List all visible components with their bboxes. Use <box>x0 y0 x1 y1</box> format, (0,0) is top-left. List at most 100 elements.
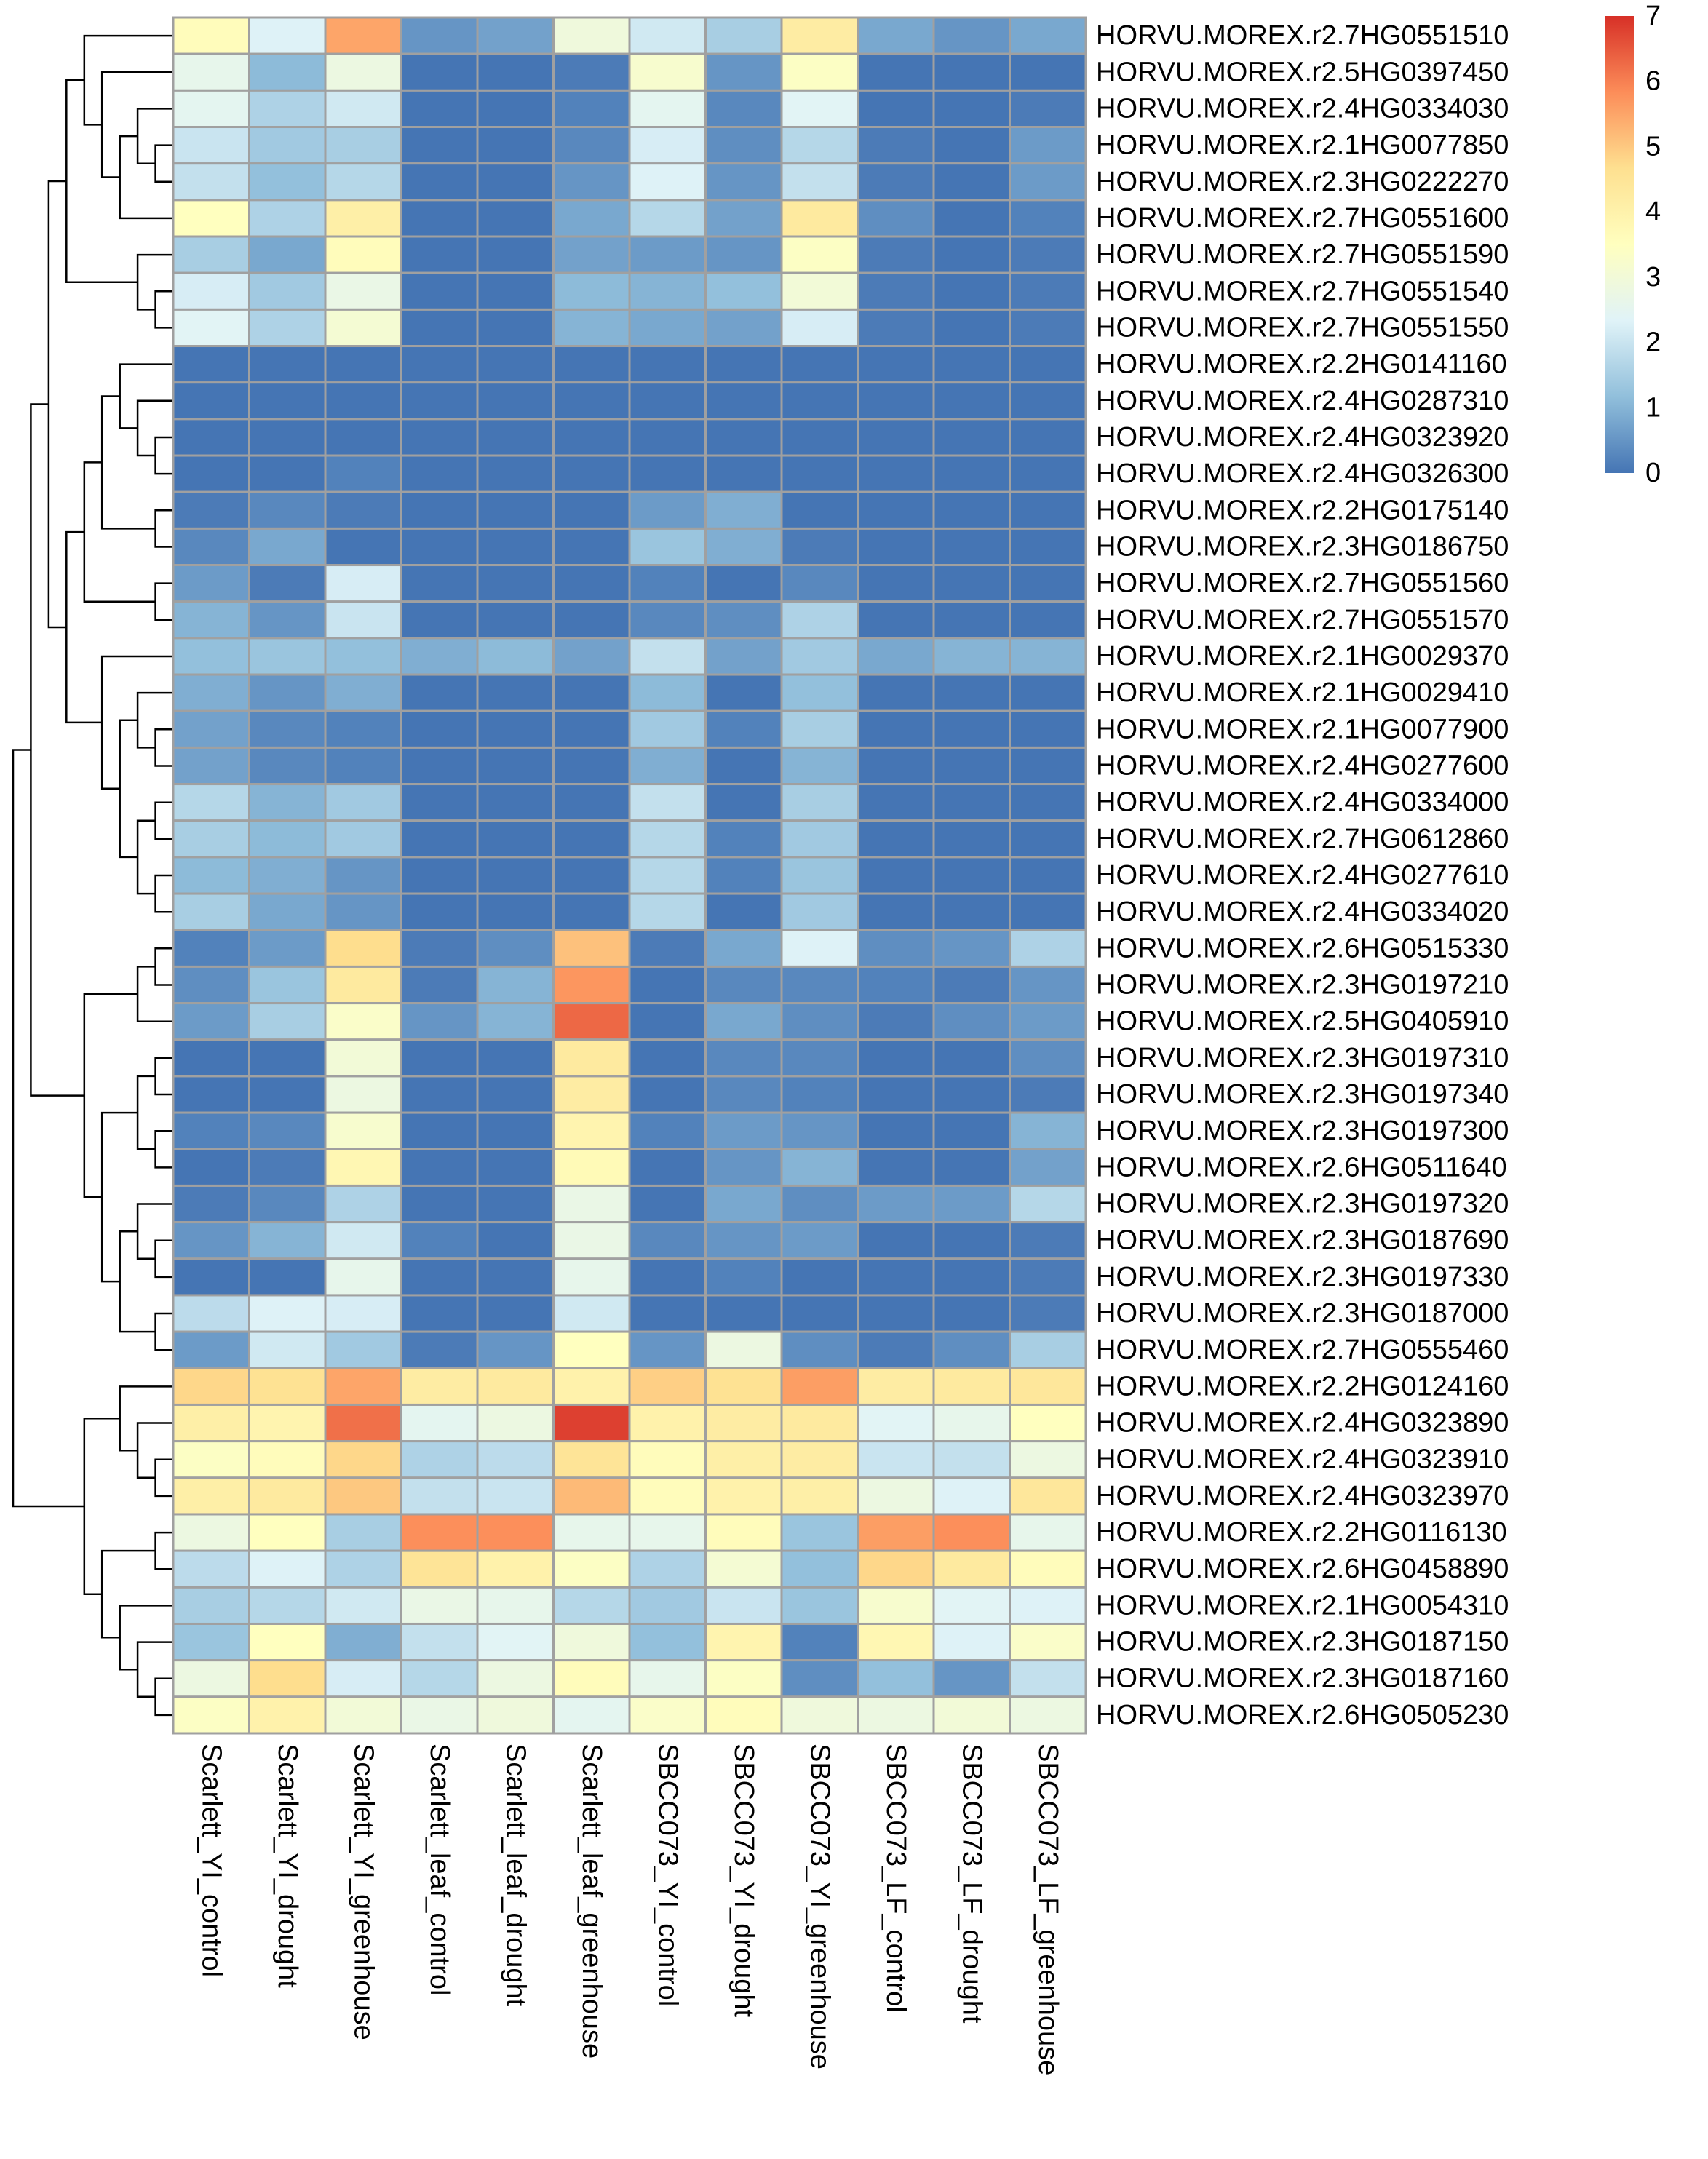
heatmap-cell <box>552 746 631 786</box>
dendrogram-branch <box>154 1239 173 1279</box>
heatmap-cell <box>780 16 859 55</box>
heatmap-cell <box>552 52 631 92</box>
heatmap-cell <box>932 16 1011 55</box>
column-label: SBCC073_LF_drought <box>956 1743 987 2024</box>
heatmap-cell <box>476 1111 555 1150</box>
heatmap-cell <box>780 1257 859 1297</box>
heatmap-cell <box>857 1002 935 1041</box>
heatmap-cell <box>476 1330 555 1369</box>
heatmap-cell <box>1009 1075 1087 1114</box>
dendrogram-branch <box>83 461 156 603</box>
heatmap-cell <box>324 527 402 567</box>
heatmap-cell <box>932 1330 1011 1369</box>
heatmap-cell <box>628 308 707 348</box>
heatmap-cell <box>780 490 859 530</box>
heatmap-cell <box>172 199 250 238</box>
heatmap-cell <box>1009 600 1087 640</box>
heatmap-cell <box>704 892 783 931</box>
heatmap-cell <box>476 1403 555 1443</box>
heatmap-cell <box>857 89 935 129</box>
heatmap-cell <box>248 199 327 238</box>
heatmap-cell <box>552 1038 631 1078</box>
row-label: HORVU.MOREX.r2.3HG0187000 <box>1096 1298 1509 1329</box>
heatmap-cell <box>780 1002 859 1041</box>
row-label: HORVU.MOREX.r2.2HG0116130 <box>1096 1517 1507 1548</box>
heatmap-cell <box>476 16 555 55</box>
heatmap-cell <box>172 564 250 603</box>
heatmap-cell <box>400 1513 479 1552</box>
heatmap-cell <box>628 1075 707 1114</box>
row-label: HORVU.MOREX.r2.7HG0551560 <box>1096 568 1509 599</box>
heatmap-cell <box>780 1622 859 1662</box>
heatmap-cell <box>1009 929 1087 968</box>
heatmap-cell <box>248 235 327 274</box>
heatmap-cell <box>1009 1549 1087 1589</box>
heatmap-cell <box>172 1622 250 1662</box>
heatmap-cell <box>628 1221 707 1260</box>
heatmap-cell <box>248 1184 327 1224</box>
dendrogram-branch <box>154 144 173 183</box>
dendrogram-branch <box>154 1129 173 1169</box>
column-label: SBCC073_YI_control <box>652 1743 683 2006</box>
heatmap-cell <box>400 856 479 895</box>
heatmap-cell <box>704 1440 783 1479</box>
heatmap-cell <box>1009 418 1087 457</box>
heatmap-cell <box>172 1111 250 1150</box>
heatmap-cell <box>552 929 631 968</box>
heatmap-cell <box>1009 345 1087 384</box>
heatmap-cell <box>172 929 250 968</box>
heatmap-cell <box>476 1476 555 1516</box>
heatmap-cell <box>248 418 327 457</box>
heatmap-cell <box>400 1111 479 1150</box>
heatmap-cell <box>552 600 631 640</box>
heatmap-cell <box>172 454 250 493</box>
heatmap-cell <box>704 1695 783 1735</box>
heatmap-cell <box>172 600 250 640</box>
heatmap-cell <box>400 819 479 859</box>
heatmap-cell <box>857 600 935 640</box>
heatmap-cell <box>552 1002 631 1041</box>
heatmap-cell <box>172 1148 250 1187</box>
heatmap-cell <box>552 1148 631 1187</box>
heatmap-cell <box>857 490 935 530</box>
heatmap-cell <box>400 89 479 129</box>
heatmap-cell <box>857 709 935 749</box>
heatmap-cell <box>932 454 1011 493</box>
heatmap-cell <box>476 856 555 895</box>
heatmap-cell <box>1009 1695 1087 1735</box>
legend-tick-label: 2 <box>1645 327 1661 358</box>
heatmap-cell <box>628 1257 707 1297</box>
heatmap-cell <box>172 965 250 1005</box>
heatmap-cell <box>780 52 859 92</box>
heatmap-cell <box>932 1111 1011 1150</box>
heatmap-cell <box>780 746 859 786</box>
heatmap-cell <box>780 1513 859 1552</box>
heatmap-cell <box>400 527 479 567</box>
heatmap-cell <box>780 162 859 202</box>
heatmap-cell <box>628 381 707 421</box>
heatmap-cell <box>628 1002 707 1041</box>
heatmap-cell <box>628 564 707 603</box>
row-label: HORVU.MOREX.r2.4HG0323890 <box>1096 1408 1509 1439</box>
heatmap-cell <box>324 564 402 603</box>
dendrogram-branch <box>154 436 173 475</box>
heatmap-cell <box>932 1403 1011 1443</box>
heatmap-cell <box>400 673 479 712</box>
row-label: HORVU.MOREX.r2.4HG0323910 <box>1096 1444 1509 1475</box>
heatmap-cell <box>552 162 631 202</box>
heatmap-cell <box>552 1075 631 1114</box>
heatmap-cell <box>172 1586 250 1625</box>
heatmap-cell <box>932 1695 1011 1735</box>
heatmap-cell <box>248 1695 327 1735</box>
heatmap-cell <box>476 1659 555 1698</box>
heatmap-cell <box>248 1476 327 1516</box>
dendrogram-branch <box>83 993 138 1198</box>
heatmap-cell <box>400 345 479 384</box>
heatmap-cell <box>628 1403 707 1443</box>
heatmap-cell <box>172 52 250 92</box>
heatmap-cell <box>552 1440 631 1479</box>
heatmap-cell <box>324 235 402 274</box>
heatmap-cell <box>324 1148 402 1187</box>
heatmap-cell <box>857 1659 935 1698</box>
heatmap-cell <box>628 418 707 457</box>
